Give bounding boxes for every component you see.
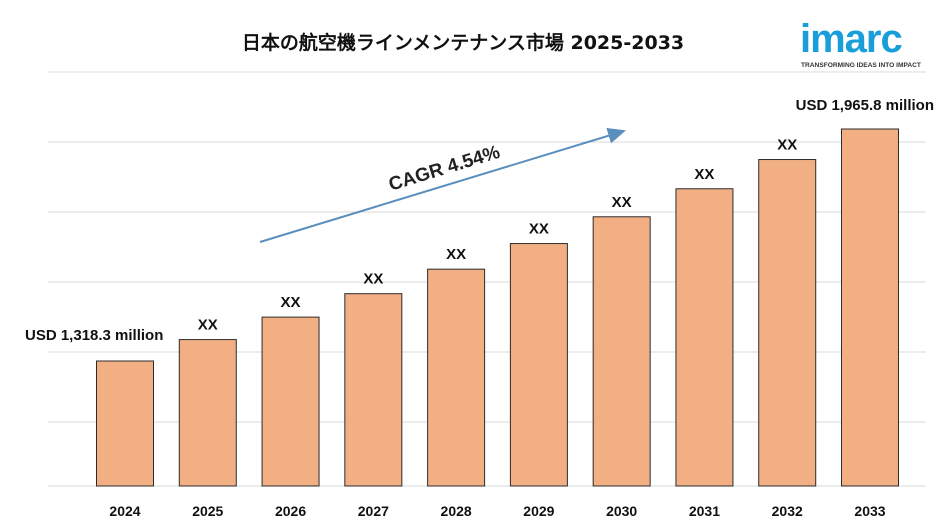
data-label: XX (281, 294, 301, 311)
x-tick-label: 2024 (109, 503, 140, 519)
x-tick-label: 2026 (275, 503, 306, 519)
data-label: XX (694, 166, 714, 183)
bar-2025 (178, 339, 237, 487)
x-tick-label: 2028 (441, 503, 472, 519)
bar-2030 (592, 216, 651, 487)
bars (96, 128, 899, 487)
x-tick-label: 2025 (192, 503, 223, 519)
cagr-arrow: CAGR 4.54% (259, 128, 626, 243)
data-label: USD 1,965.8 million (796, 97, 934, 114)
data-label: XX (198, 317, 218, 334)
logo-tagline: TRANSFORMING IDEAS INTO IMPACT (801, 62, 921, 69)
data-label: XX (777, 137, 797, 154)
bar-2026 (261, 316, 320, 487)
data-label: XX (612, 194, 632, 211)
logo-wordmark: imarc (800, 17, 902, 61)
bar-2024 (96, 360, 154, 487)
bar-2028 (427, 268, 486, 487)
data-label: USD 1,318.3 million (25, 327, 163, 344)
x-tick-label: 2027 (358, 503, 389, 519)
x-tick-labels: 2024 2025 2026 2027 2028 2029 2030 2031 2032 2033 (109, 503, 885, 519)
bar-2027 (344, 293, 403, 487)
x-tick-label: 2031 (689, 503, 720, 519)
imarc-logo: imarc TRANSFORMING IDEAS INTO IMPACT (800, 17, 921, 69)
x-tick-label: 2032 (772, 503, 803, 519)
data-label: XX (363, 271, 383, 288)
x-tick-label: 2033 (854, 503, 885, 519)
x-tick-label: 2030 (606, 503, 637, 519)
bar-2033 (841, 128, 899, 487)
data-label: XX (529, 221, 549, 238)
cagr-annotation: CAGR 4.54% (386, 142, 502, 196)
data-labels: USD 1,318.3 million XX XX XX XX XX XX XX XX USD 1… (25, 97, 934, 344)
cagr-arrow-line (259, 128, 626, 243)
bar-2029 (509, 243, 568, 487)
bar-2031 (675, 188, 734, 487)
bar-2032 (758, 159, 817, 487)
chart-title: 日本の航空機ラインメンテナンス市場 2025-2033 (241, 32, 685, 54)
data-label: XX (446, 246, 466, 263)
x-tick-label: 2029 (523, 503, 554, 519)
